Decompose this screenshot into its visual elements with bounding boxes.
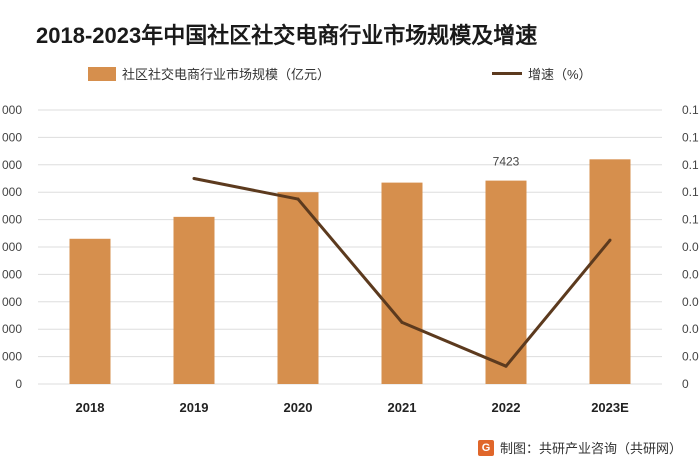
x-tick-label: 2021 [388, 400, 417, 415]
y-left-tick-label: 000 [2, 267, 22, 281]
x-tick-label: 2023E [591, 400, 629, 415]
legend-bar-label: 社区社交电商行业市场规模（亿元） [122, 67, 331, 82]
legend-line-label: 增速（%） [528, 67, 592, 82]
legend-bar-swatch [88, 66, 116, 81]
bar [69, 238, 111, 384]
y-right-tick-label: 0.1 [682, 213, 699, 227]
growth-rate-point [400, 320, 404, 324]
y-left-tick-label: 000 [2, 213, 22, 227]
bar [173, 216, 215, 384]
y-right-tick-label: 0.1 [682, 185, 699, 199]
y-left-tick-label: 000 [2, 158, 22, 172]
data-label: 7423 [493, 155, 520, 169]
y-right-tick-label: 0.1 [682, 103, 699, 117]
y-right-tick-label: 0.0 [682, 267, 699, 281]
y-left-tick-label: 000 [2, 240, 22, 254]
bar [589, 159, 631, 384]
y-right-tick-label: 0.0 [682, 322, 699, 336]
growth-rate-point [504, 364, 508, 368]
y-left-tick-label: 000 [2, 185, 22, 199]
y-left-tick-label: 000 [2, 350, 22, 364]
y-right-tick-label: 0.1 [682, 158, 699, 172]
x-tick-label: 2020 [284, 400, 313, 415]
brand-logo-icon: G [478, 439, 494, 456]
x-tick-label: 2018 [76, 400, 105, 415]
y-right-tick-label: 0.0 [682, 240, 699, 254]
y-right-tick-label: 0 [682, 377, 689, 391]
legend-bar-series: 社区社交电商行业市场规模（亿元） [88, 64, 330, 83]
source-footer: G 制图：共研产业咨询（共研网） [478, 438, 682, 457]
bar [277, 192, 319, 384]
y-left-tick-label: 000 [2, 322, 22, 336]
growth-rate-point [192, 177, 196, 180]
chart-title: 2018-2023年中国社区社交电商行业市场规模及增速 [36, 23, 538, 48]
legend-line-swatch [492, 72, 522, 75]
y-left-tick-label: 0 [15, 377, 22, 391]
growth-rate-point [608, 238, 612, 242]
y-left-tick-label: 000 [2, 103, 22, 117]
y-right-tick-label: 0.0 [682, 350, 699, 364]
y-left-tick-label: 000 [2, 130, 22, 144]
x-tick-label: 2019 [180, 400, 209, 415]
growth-rate-point [296, 197, 300, 201]
y-left-tick-label: 000 [2, 295, 22, 309]
bar [381, 182, 423, 384]
y-right-tick-label: 0.1 [682, 130, 699, 144]
bar [485, 180, 527, 384]
source-label: 制图：共研产业咨询（共研网） [500, 441, 683, 456]
legend-line-series: 增速（%） [492, 64, 592, 83]
y-right-tick-label: 0.0 [682, 295, 699, 309]
x-tick-label: 2022 [492, 400, 521, 415]
